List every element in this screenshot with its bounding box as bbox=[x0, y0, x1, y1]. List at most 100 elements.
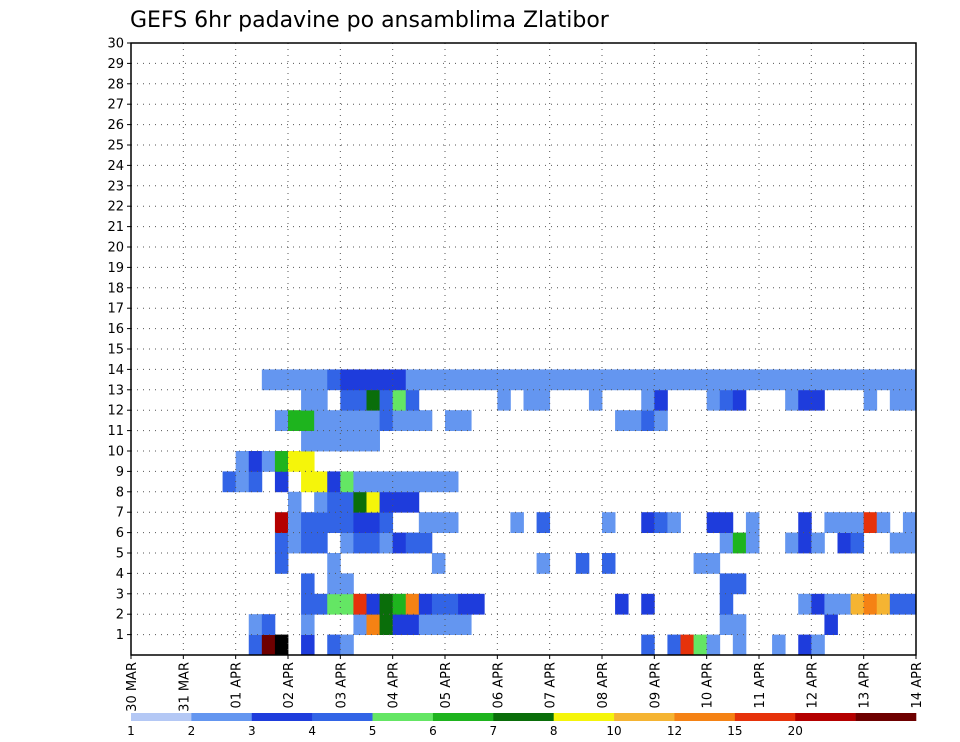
heat-cell bbox=[850, 532, 865, 554]
heat-cell bbox=[824, 593, 838, 615]
heat-cell bbox=[327, 512, 341, 533]
heat-cell bbox=[353, 471, 367, 493]
heat-cell bbox=[863, 512, 878, 533]
x-tick-label: 12 APR bbox=[805, 662, 820, 708]
heat-cell bbox=[588, 389, 603, 411]
colorbar-label: 2 bbox=[188, 724, 196, 738]
heat-cell bbox=[785, 389, 799, 411]
heat-cell bbox=[379, 471, 394, 493]
heat-cell bbox=[366, 369, 380, 391]
colorbar-swatch bbox=[553, 713, 615, 721]
x-tick-label: 02 APR bbox=[282, 662, 297, 708]
heat-cell bbox=[745, 512, 760, 533]
heat-cell bbox=[445, 471, 459, 493]
y-tick-label: 7 bbox=[116, 506, 124, 521]
gridlines bbox=[131, 43, 916, 655]
heat-cell bbox=[405, 471, 420, 493]
y-tick-label: 16 bbox=[107, 322, 124, 337]
heat-cell bbox=[274, 451, 289, 472]
y-tick-label: 3 bbox=[116, 587, 124, 602]
heat-cell bbox=[798, 369, 812, 391]
x-tick-label: 09 APR bbox=[648, 662, 663, 708]
heat-cell bbox=[445, 593, 459, 615]
heat-cell bbox=[484, 369, 498, 391]
heat-cell bbox=[274, 634, 289, 656]
heat-cell bbox=[301, 430, 315, 452]
heat-cell bbox=[837, 532, 851, 554]
heat-cell bbox=[523, 369, 537, 391]
heat-cell bbox=[392, 471, 407, 493]
heat-cell bbox=[288, 410, 302, 431]
heat-cell bbox=[680, 369, 694, 391]
colorbar-swatch bbox=[795, 713, 856, 721]
heat-cell bbox=[353, 369, 367, 391]
heat-cell bbox=[379, 389, 394, 411]
heat-cell bbox=[301, 471, 315, 493]
y-tick-label: 9 bbox=[116, 465, 124, 480]
heat-cell bbox=[405, 614, 420, 635]
y-tick-label: 6 bbox=[116, 526, 124, 541]
heat-cell bbox=[654, 512, 668, 533]
y-tick-label: 22 bbox=[107, 200, 124, 215]
y-tick-label: 28 bbox=[107, 77, 124, 92]
heat-cell bbox=[615, 410, 629, 431]
heat-cell bbox=[353, 593, 367, 615]
x-tick-label: 30 MAR bbox=[125, 662, 140, 712]
heat-cell bbox=[445, 614, 459, 635]
heat-cell bbox=[274, 553, 289, 574]
heat-cell bbox=[314, 430, 328, 452]
heat-cell bbox=[353, 410, 367, 431]
heat-cell bbox=[510, 369, 524, 391]
heat-cell bbox=[301, 451, 315, 472]
heat-cell bbox=[392, 491, 407, 513]
colorbar-label: 15 bbox=[727, 724, 742, 738]
colorbar-swatch bbox=[372, 713, 434, 721]
heat-cell bbox=[654, 389, 668, 411]
heat-cell bbox=[340, 491, 354, 513]
heat-cell bbox=[301, 593, 315, 615]
heat-cell bbox=[641, 369, 655, 391]
heat-cell bbox=[301, 369, 315, 391]
heat-cell bbox=[274, 512, 289, 533]
colorbar-label: 7 bbox=[489, 724, 497, 738]
heat-cell bbox=[340, 532, 354, 554]
heat-cell bbox=[824, 369, 838, 391]
heat-cell bbox=[431, 369, 446, 391]
heat-cell bbox=[431, 553, 446, 574]
colorbar-label: 20 bbox=[788, 724, 803, 738]
heat-cell bbox=[719, 512, 734, 533]
heat-cell bbox=[366, 614, 380, 635]
y-tick-label: 12 bbox=[107, 404, 124, 419]
heat-cell bbox=[366, 410, 380, 431]
y-tick-label: 4 bbox=[116, 567, 124, 582]
heat-cell bbox=[902, 369, 917, 391]
heat-cell bbox=[562, 369, 577, 391]
heat-cell bbox=[366, 593, 380, 615]
heat-cell bbox=[458, 369, 472, 391]
colorbar-label: 5 bbox=[369, 724, 377, 738]
heat-cell bbox=[628, 410, 642, 431]
heat-cell bbox=[719, 614, 734, 635]
heat-cell bbox=[288, 512, 302, 533]
heat-cell bbox=[641, 389, 655, 411]
heat-cell bbox=[379, 369, 394, 391]
x-tick-label: 11 APR bbox=[753, 662, 768, 708]
heat-cell bbox=[418, 410, 433, 431]
heat-cell bbox=[680, 634, 694, 656]
heat-cell bbox=[693, 369, 708, 391]
heat-cell bbox=[458, 410, 472, 431]
heat-cell bbox=[288, 451, 302, 472]
heat-cell bbox=[418, 593, 433, 615]
heat-cell bbox=[431, 614, 446, 635]
heat-cell bbox=[536, 389, 551, 411]
heat-cell bbox=[353, 512, 367, 533]
heat-cell bbox=[745, 369, 760, 391]
y-tick-label: 17 bbox=[107, 302, 124, 317]
heat-cell bbox=[392, 593, 407, 615]
heat-cell bbox=[602, 512, 616, 533]
heat-cell bbox=[863, 593, 878, 615]
heat-cell bbox=[850, 512, 865, 533]
heat-cell bbox=[379, 532, 394, 554]
heat-cell bbox=[340, 410, 354, 431]
